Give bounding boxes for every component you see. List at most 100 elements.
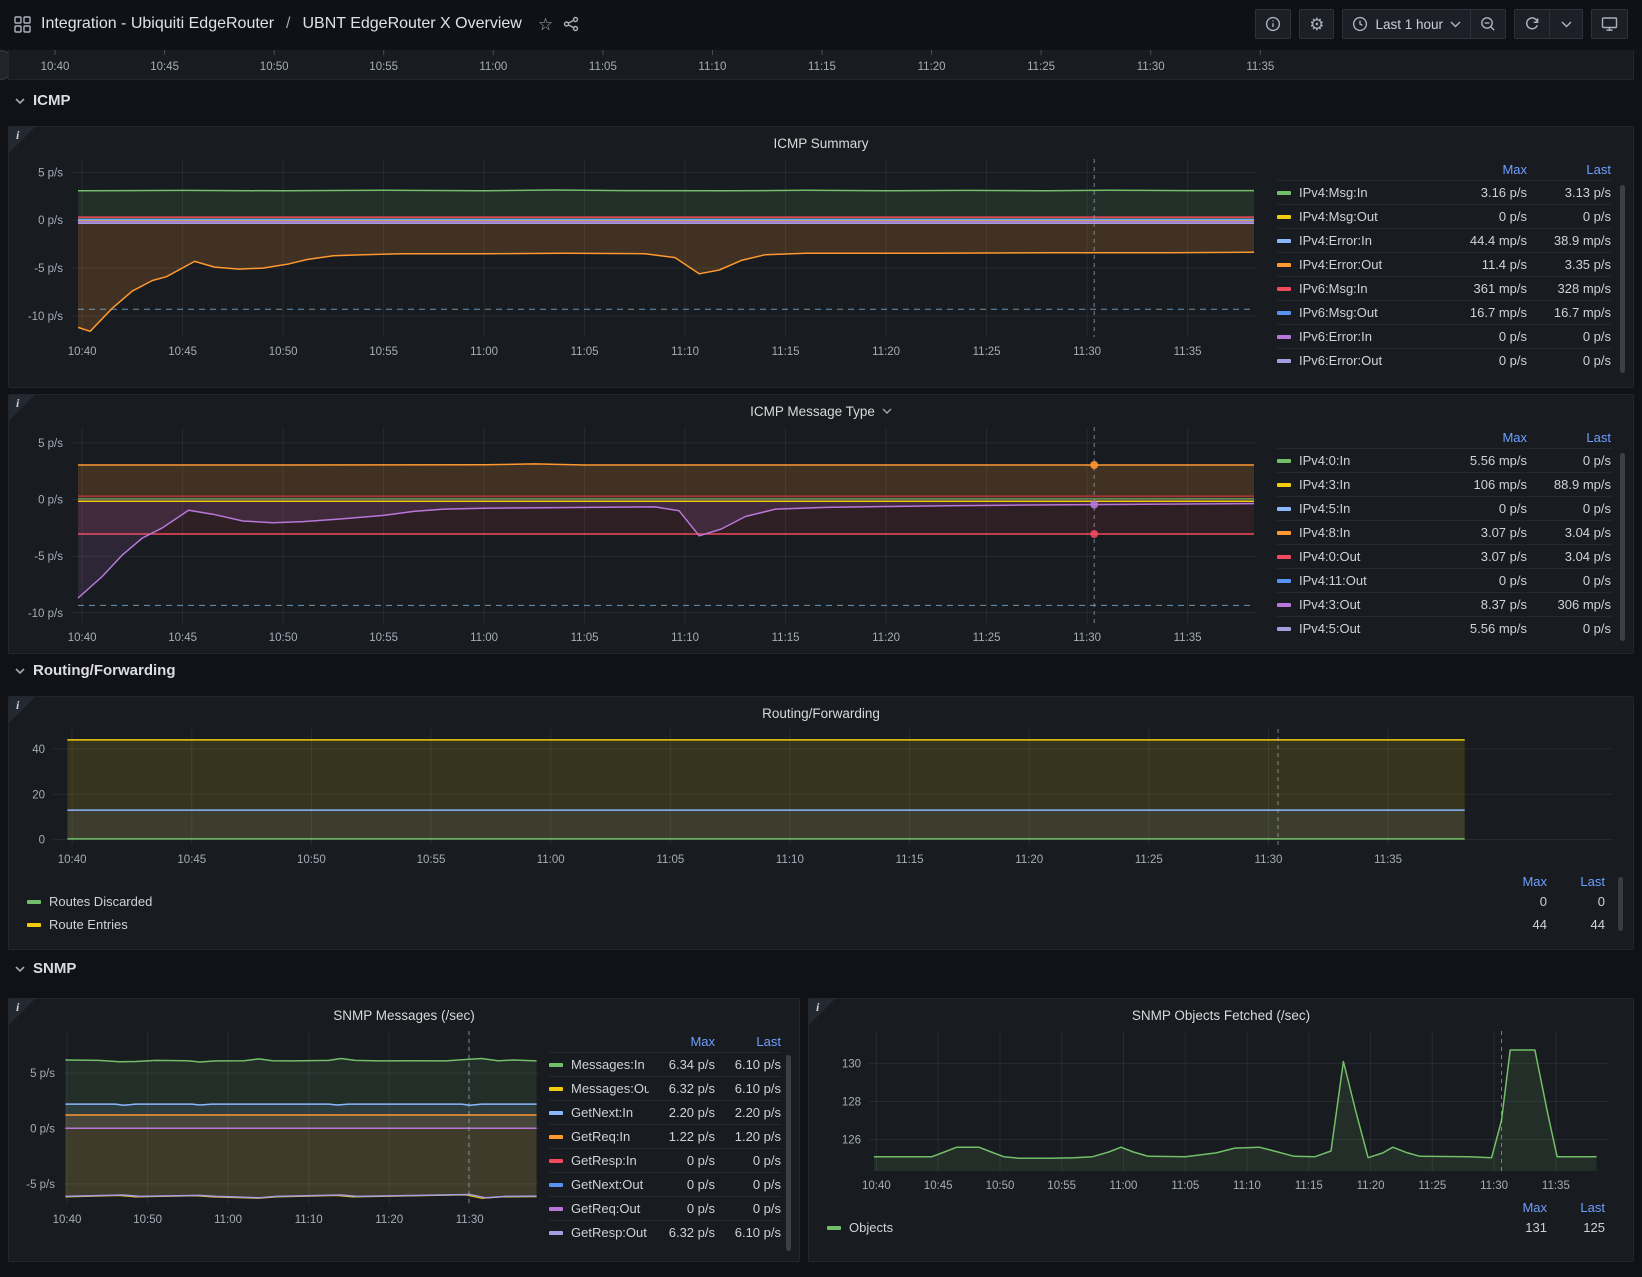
- panel-title[interactable]: ICMP Summary: [9, 127, 1633, 159]
- section-row-snmp[interactable]: SNMP: [14, 960, 76, 977]
- dashboards-grid-icon[interactable]: [14, 16, 31, 33]
- series-name[interactable]: Route Entries: [49, 917, 1489, 932]
- panel-info-button[interactable]: [1255, 9, 1291, 39]
- zoom-out-button[interactable]: [1470, 9, 1506, 39]
- panel-info-icon[interactable]: i: [9, 999, 35, 1025]
- legend-series-row[interactable]: IPv4:0:Out 3.07 p/s 3.04 p/s: [1277, 544, 1611, 568]
- series-name[interactable]: Messages:In: [571, 1057, 649, 1072]
- section-row-routing[interactable]: Routing/Forwarding: [14, 662, 175, 679]
- legend-series-row[interactable]: Messages:Out 6.32 p/s 6.10 p/s: [549, 1076, 781, 1100]
- legend-series-row[interactable]: IPv4:Msg:Out 0 p/s 0 p/s: [1277, 204, 1611, 228]
- legend-series-row[interactable]: IPv6:Error:Out 0 p/s 0 p/s: [1277, 348, 1611, 372]
- series-name[interactable]: Messages:Out: [571, 1081, 649, 1096]
- panel-title[interactable]: SNMP Messages (/sec): [9, 999, 799, 1031]
- legend-max-header[interactable]: Max: [1443, 162, 1527, 177]
- series-name[interactable]: IPv4:8:In: [1299, 525, 1443, 540]
- series-name[interactable]: IPv4:5:Out: [1299, 621, 1443, 636]
- icmp-summary-chart[interactable]: 5 p/s0 p/s-5 p/s-10 p/s10:4010:4510:5010…: [15, 159, 1257, 363]
- breadcrumb-dashboard-title[interactable]: UBNT EdgeRouter X Overview: [302, 15, 521, 33]
- legend-series-row[interactable]: GetReq:Out 0 p/s 0 p/s: [549, 1196, 781, 1220]
- icmp-message-type-chart[interactable]: 5 p/s0 p/s-5 p/s-10 p/s10:4010:4510:5010…: [15, 427, 1257, 649]
- series-name[interactable]: GetReq:Out: [571, 1201, 649, 1216]
- series-name[interactable]: GetReq:In: [571, 1129, 649, 1144]
- breadcrumb-folder[interactable]: Integration - Ubiquiti EdgeRouter: [41, 15, 274, 33]
- series-max-value: 0: [1489, 894, 1547, 909]
- legend-last-header[interactable]: Last: [1527, 430, 1611, 445]
- series-name[interactable]: IPv4:Error:In: [1299, 233, 1443, 248]
- series-name[interactable]: IPv4:Msg:In: [1299, 185, 1443, 200]
- series-name[interactable]: IPv4:0:In: [1299, 453, 1443, 468]
- legend-series-row[interactable]: IPv4:Msg:In 3.16 p/s 3.13 p/s: [1277, 180, 1611, 204]
- legend-scrollbar[interactable]: [1620, 453, 1625, 641]
- series-name[interactable]: IPv6:Error:In: [1299, 329, 1443, 344]
- legend-max-header[interactable]: Max: [1443, 430, 1527, 445]
- series-name[interactable]: GetResp:Out: [571, 1225, 649, 1240]
- legend-scrollbar[interactable]: [786, 1055, 791, 1251]
- series-name[interactable]: IPv6:Error:Out: [1299, 353, 1443, 368]
- series-name[interactable]: GetNext:In: [571, 1105, 649, 1120]
- legend-series-row[interactable]: IPv4:11:Out 0 p/s 0 p/s: [1277, 568, 1611, 592]
- series-name[interactable]: IPv4:0:Out: [1299, 549, 1443, 564]
- tv-mode-button[interactable]: [1591, 9, 1628, 39]
- series-name[interactable]: Routes Discarded: [49, 894, 1489, 909]
- section-row-icmp[interactable]: ICMP: [14, 92, 71, 109]
- legend-series-row[interactable]: IPv6:Error:In 0 p/s 0 p/s: [1277, 324, 1611, 348]
- legend-series-row[interactable]: Messages:In 6.34 p/s 6.10 p/s: [549, 1052, 781, 1076]
- legend-series-row[interactable]: GetNext:Out 0 p/s 0 p/s: [549, 1172, 781, 1196]
- legend-series-row[interactable]: GetReq:In 1.22 p/s 1.20 p/s: [549, 1124, 781, 1148]
- legend-series-row[interactable]: IPv4:5:Out 5.56 mp/s 0 p/s: [1277, 616, 1611, 640]
- series-name[interactable]: IPv4:3:Out: [1299, 597, 1443, 612]
- series-name[interactable]: IPv6:Msg:Out: [1299, 305, 1443, 320]
- legend-last-header[interactable]: Last: [715, 1034, 781, 1049]
- panel-info-icon[interactable]: i: [9, 395, 35, 421]
- series-name[interactable]: IPv4:3:In: [1299, 477, 1443, 492]
- time-range-picker[interactable]: Last 1 hour: [1342, 9, 1471, 39]
- legend-max-header[interactable]: Max: [1489, 874, 1547, 889]
- series-name[interactable]: IPv4:Msg:Out: [1299, 209, 1443, 224]
- legend-last-header[interactable]: Last: [1547, 874, 1605, 889]
- share-icon[interactable]: [563, 16, 579, 32]
- legend-series-row[interactable]: GetNext:In 2.20 p/s 2.20 p/s: [549, 1100, 781, 1124]
- panel-info-icon[interactable]: i: [809, 999, 835, 1025]
- panel-title[interactable]: SNMP Objects Fetched (/sec): [809, 999, 1633, 1031]
- legend-series-row[interactable]: IPv4:Error:In 44.4 mp/s 38.9 mp/s: [1277, 228, 1611, 252]
- series-name[interactable]: GetResp:In: [571, 1153, 649, 1168]
- legend-series-row[interactable]: Routes Discarded 0 0: [27, 890, 1605, 913]
- legend-scrollbar[interactable]: [1620, 185, 1625, 373]
- series-name[interactable]: GetNext:Out: [571, 1177, 649, 1192]
- snmp-objects-chart[interactable]: 12612813010:4010:4510:5010:5511:0011:051…: [815, 1031, 1609, 1197]
- routing-forwarding-chart[interactable]: 0204010:4010:4510:5010:5511:0011:0511:10…: [15, 729, 1613, 871]
- svg-text:10:45: 10:45: [168, 632, 197, 644]
- legend-series-row[interactable]: Objects 131 125: [827, 1216, 1605, 1239]
- panel-title[interactable]: Routing/Forwarding: [9, 697, 1633, 729]
- legend-series-row[interactable]: GetResp:In 0 p/s 0 p/s: [549, 1148, 781, 1172]
- series-name[interactable]: IPv4:11:Out: [1299, 573, 1443, 588]
- panel-title[interactable]: ICMP Message Type: [9, 395, 1633, 427]
- legend-last-header[interactable]: Last: [1527, 162, 1611, 177]
- legend-series-row[interactable]: IPv4:3:In 106 mp/s 88.9 mp/s: [1277, 472, 1611, 496]
- star-icon[interactable]: ☆: [538, 16, 553, 33]
- legend-last-header[interactable]: Last: [1547, 1200, 1605, 1215]
- legend-series-row[interactable]: IPv4:Error:Out 11.4 p/s 3.35 p/s: [1277, 252, 1611, 276]
- series-name[interactable]: IPv4:Error:Out: [1299, 257, 1443, 272]
- panel-info-icon[interactable]: i: [9, 127, 35, 153]
- legend-max-header[interactable]: Max: [649, 1034, 715, 1049]
- refresh-button[interactable]: [1514, 9, 1550, 39]
- legend-series-row[interactable]: IPv6:Msg:Out 16.7 mp/s 16.7 mp/s: [1277, 300, 1611, 324]
- legend-series-row[interactable]: Route Entries 44 44: [27, 913, 1605, 936]
- legend-max-header[interactable]: Max: [1489, 1200, 1547, 1215]
- series-name[interactable]: IPv6:Msg:In: [1299, 281, 1443, 296]
- snmp-messages-chart[interactable]: 5 p/s0 p/s-5 p/s10:4010:5011:0011:1011:2…: [15, 1031, 539, 1231]
- refresh-interval-dropdown[interactable]: [1549, 9, 1583, 39]
- series-name[interactable]: IPv4:5:In: [1299, 501, 1443, 516]
- series-name[interactable]: Objects: [849, 1220, 1489, 1235]
- panel-info-icon[interactable]: i: [9, 697, 35, 723]
- legend-series-row[interactable]: IPv4:5:In 0 p/s 0 p/s: [1277, 496, 1611, 520]
- dashboard-settings-button[interactable]: ⚙: [1299, 9, 1334, 39]
- legend-series-row[interactable]: IPv6:Msg:In 361 mp/s 328 mp/s: [1277, 276, 1611, 300]
- legend-series-row[interactable]: IPv4:3:Out 8.37 p/s 306 mp/s: [1277, 592, 1611, 616]
- legend-scrollbar[interactable]: [1618, 877, 1623, 931]
- legend-series-row[interactable]: IPv4:0:In 5.56 mp/s 0 p/s: [1277, 448, 1611, 472]
- legend-series-row[interactable]: GetResp:Out 6.32 p/s 6.10 p/s: [549, 1220, 781, 1244]
- legend-series-row[interactable]: IPv4:8:In 3.07 p/s 3.04 p/s: [1277, 520, 1611, 544]
